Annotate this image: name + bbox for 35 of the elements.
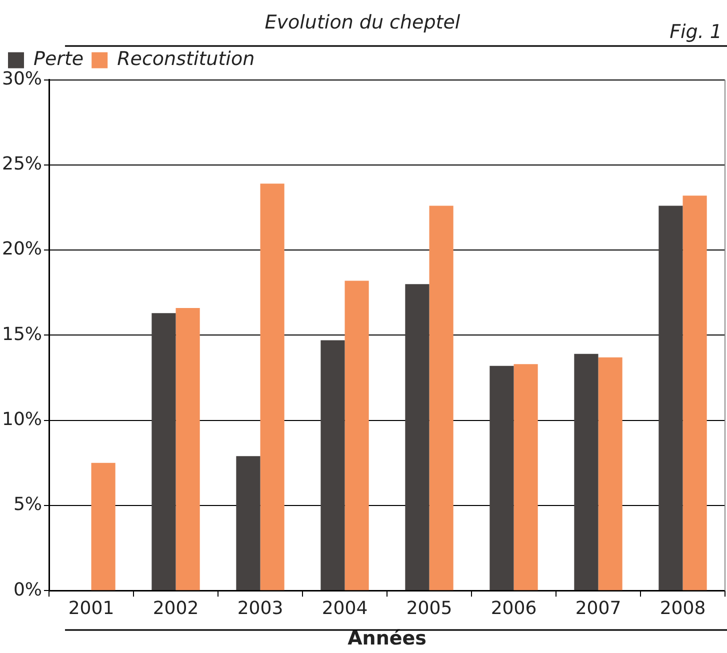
bar: [598, 357, 622, 590]
x-tick-label: 2008: [660, 598, 706, 620]
bar: [176, 308, 200, 590]
bar: [514, 364, 538, 590]
bar: [574, 354, 598, 590]
x-tick-label: 2002: [152, 598, 199, 620]
bar: [91, 462, 116, 590]
x-tick-label: 2007: [575, 598, 622, 620]
bar: [344, 280, 369, 590]
x-tick-label: 2003: [237, 598, 284, 620]
bar: [429, 206, 454, 590]
x-tick-label: 2005: [406, 598, 452, 620]
bar: [260, 184, 284, 590]
caption: Fig. 1: [670, 21, 722, 43]
y-tick-label: 25%: [2, 154, 42, 175]
bar: [490, 366, 514, 590]
bar: [320, 340, 345, 590]
bar: [658, 206, 683, 590]
y-tick-label: 15%: [2, 324, 42, 345]
y-tick-label: 10%: [2, 409, 42, 430]
y-tick-label: 30%: [2, 68, 42, 90]
y-tick-label: 5%: [13, 494, 42, 516]
bar: [405, 284, 430, 590]
x-axis-title: Années: [348, 628, 426, 650]
bar: [682, 196, 707, 590]
y-tick-label: 20%: [2, 238, 42, 260]
bar: [236, 456, 260, 590]
x-tick-label: 2006: [490, 598, 537, 620]
bar: [152, 313, 176, 590]
x-tick-label: 2004: [322, 598, 368, 620]
x-tick-label: 2001: [68, 598, 114, 620]
y-tick-label: 0%: [13, 579, 42, 600]
legend-label: Perte: [34, 48, 84, 70]
chart-title: Evolution du cheptel: [264, 11, 461, 34]
legend-label: Reconstitution: [117, 48, 255, 70]
